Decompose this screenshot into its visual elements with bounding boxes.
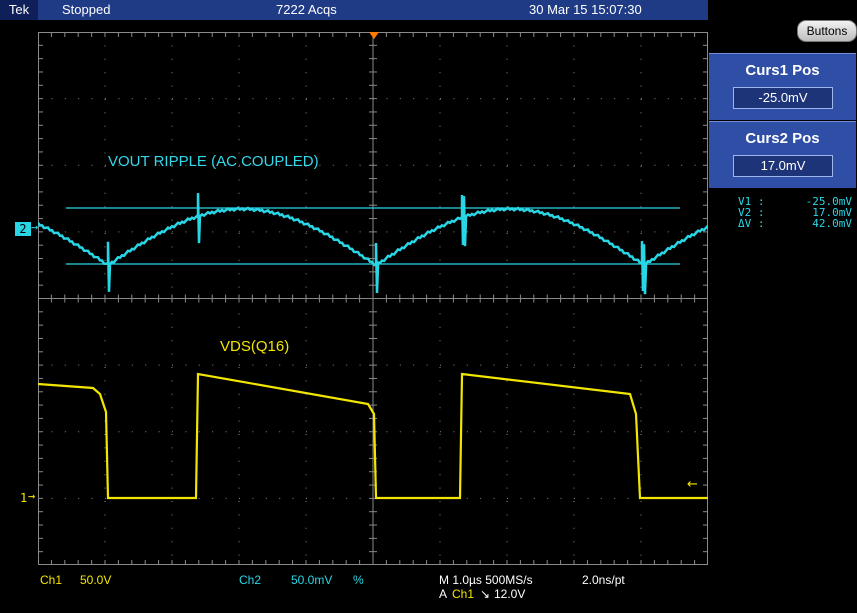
ch2-bandwidth-icon: % [353, 573, 364, 587]
trigger-source[interactable]: Ch1 [452, 587, 475, 601]
settings-bar: Ch1 50.0V Ch2 50.0mV % M 1.0µs 500MS/s 2… [38, 571, 708, 613]
cursor-readout: V1 : -25.0mV V2 : 17.0mV ΔV : 42.0mV [738, 196, 852, 229]
readout-label: ΔV : [738, 217, 765, 230]
ch2-arrow-icon: → [31, 220, 39, 234]
vout-ripple-trace [38, 193, 708, 295]
buttons-button[interactable]: Buttons [797, 20, 857, 42]
resolution: 2.0ns/pt [582, 573, 625, 587]
grid-lines [38, 32, 708, 565]
trigger-prefix: A [439, 587, 448, 601]
trigger-level[interactable]: 12.0V [494, 587, 526, 601]
readout-row-v1: V1 : -25.0mV [738, 196, 852, 207]
curs1-value[interactable]: -25.0mV [733, 87, 833, 109]
vout-ripple-label: VOUT RIPPLE (AC COUPLED) [108, 153, 319, 170]
curs1-title: Curs1 Pos [745, 62, 820, 79]
ch1-ground-marker[interactable]: 1 [20, 491, 28, 505]
acquisition-count: 7222 Acqs [276, 2, 337, 17]
readout-value: 42.0mV [812, 217, 852, 230]
trigger-level-arrow-icon: ← [687, 477, 698, 492]
ch2-scale[interactable]: 50.0mV [291, 573, 333, 587]
ch1-scale[interactable]: 50.0V [80, 573, 112, 587]
ch2-name[interactable]: Ch2 [239, 573, 262, 587]
trigger-slope-icon: ↘ [480, 587, 491, 601]
ch1-arrow-icon: → [28, 489, 36, 503]
ch2-ground-marker[interactable]: 2 [15, 222, 31, 236]
readout-label: V2 : [738, 206, 765, 219]
readout-label: V1 : [738, 195, 765, 208]
readout-row-v2: V2 : 17.0mV [738, 207, 852, 218]
readout-row-delta: ΔV : 42.0mV [738, 218, 852, 229]
timebase[interactable]: M 1.0µs 500MS/s [439, 573, 533, 587]
trigger-position-icon [369, 32, 379, 39]
readout-value: -25.0mV [805, 195, 852, 208]
curs2-pos-control[interactable]: Curs2 Pos 17.0mV [709, 121, 856, 188]
status-bar: Tek Stopped 7222 Acqs 30 Mar 15 15:07:30 [0, 0, 708, 20]
side-panel: Buttons Curs1 Pos -25.0mV Curs2 Pos 17.0… [708, 20, 857, 613]
readout-value: 17.0mV [812, 206, 852, 219]
curs2-title: Curs2 Pos [745, 130, 820, 147]
vds-label: VDS(Q16) [220, 338, 290, 355]
curs2-value[interactable]: 17.0mV [733, 155, 833, 177]
ch1-name[interactable]: Ch1 [40, 573, 63, 587]
curs1-pos-control[interactable]: Curs1 Pos -25.0mV [709, 53, 856, 120]
brand-label: Tek [0, 0, 38, 20]
vds-trace [38, 372, 708, 500]
date-time: 30 Mar 15 15:07:30 [529, 2, 642, 17]
waveform-display[interactable]: ← VOUT RIPPLE (AC COUPLED) VDS(Q16) [38, 32, 708, 565]
acquisition-status: Stopped [62, 2, 111, 17]
graticule: ← [38, 32, 708, 565]
